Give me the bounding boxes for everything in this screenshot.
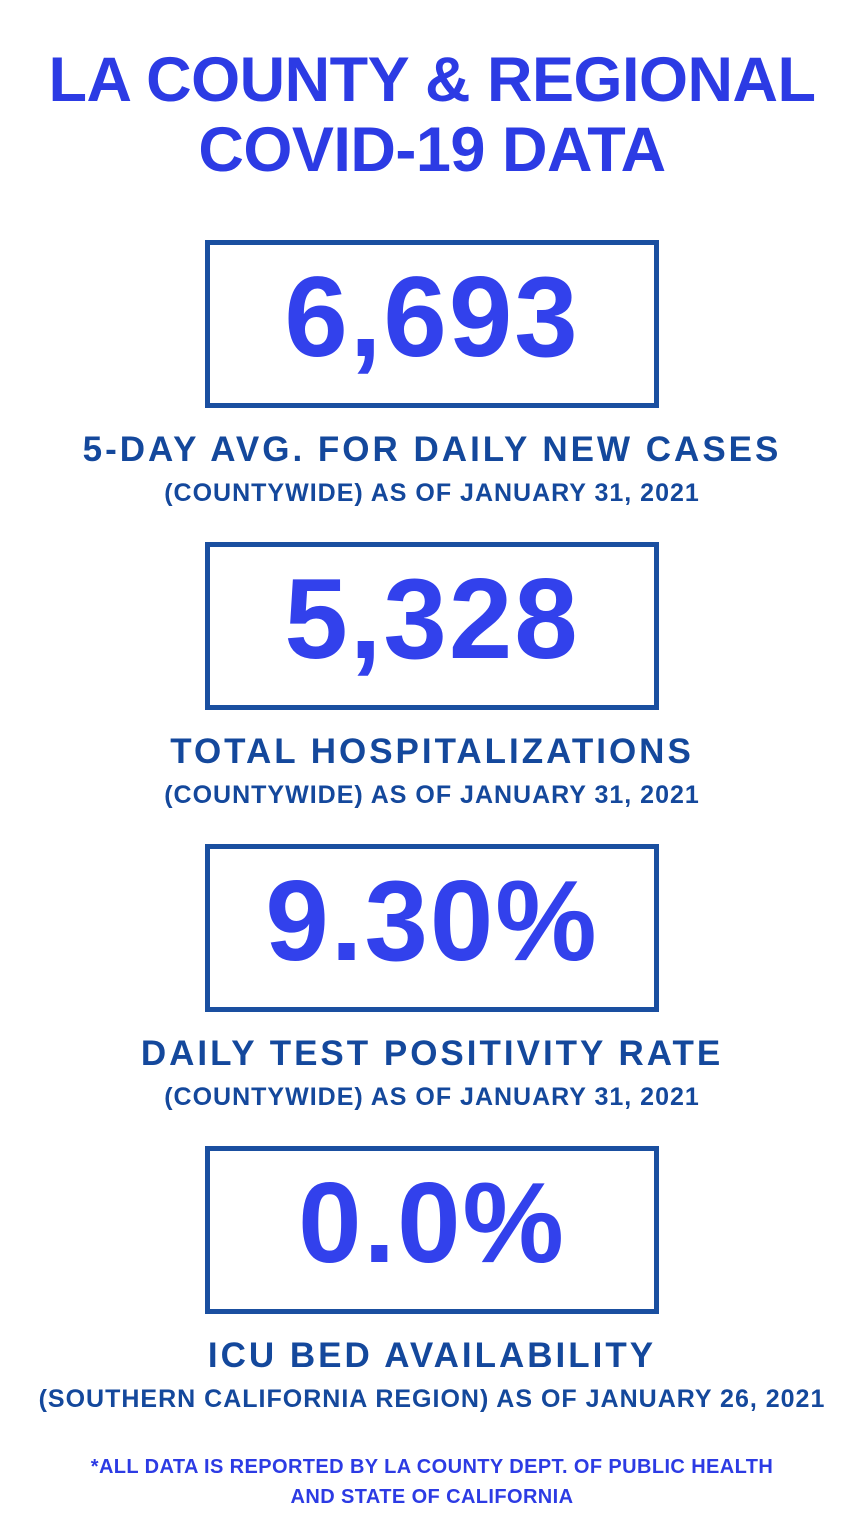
page-title: LA COUNTY & REGIONAL COVID-19 DATA — [0, 0, 864, 186]
stat-test-positivity-rate-box: 9.30% — [205, 843, 659, 1012]
stat-daily-new-cases-value: 6,693 — [284, 253, 580, 381]
stat-test-positivity-rate: 9.30% DAILY TEST POSITIVITY RATE (COUNTY… — [0, 843, 864, 1146]
stat-total-hospitalizations-label: TOTAL HOSPITALIZATIONS — [170, 731, 694, 771]
stat-total-hospitalizations: 5,328 TOTAL HOSPITALIZATIONS (COUNTYWIDE… — [0, 541, 864, 844]
stat-daily-new-cases-sublabel: (COUNTYWIDE) AS OF JANUARY 31, 2021 — [164, 479, 700, 508]
stat-total-hospitalizations-sublabel: (COUNTYWIDE) AS OF JANUARY 31, 2021 — [164, 781, 700, 810]
page-title-line-2: COVID-19 DATA — [198, 114, 666, 185]
stat-icu-bed-availability-label: ICU BED AVAILABILITY — [207, 1335, 657, 1375]
stat-daily-new-cases-label: 5-DAY AVG. FOR DAILY NEW CASES — [82, 429, 782, 469]
data-source-footnote: *ALL DATA IS REPORTED BY LA COUNTY DEPT.… — [0, 1452, 864, 1512]
data-source-footnote-line-1: *ALL DATA IS REPORTED BY LA COUNTY DEPT.… — [90, 1455, 774, 1478]
data-source-footnote-line-2: AND STATE OF CALIFORNIA — [290, 1485, 574, 1508]
stat-total-hospitalizations-value: 5,328 — [284, 555, 580, 683]
stat-test-positivity-rate-value: 9.30% — [265, 857, 599, 985]
stat-daily-new-cases: 6,693 5-DAY AVG. FOR DAILY NEW CASES (CO… — [0, 239, 864, 542]
stat-icu-bed-availability-box: 0.0% — [205, 1145, 659, 1314]
stat-test-positivity-rate-label: DAILY TEST POSITIVITY RATE — [140, 1033, 724, 1073]
stat-icu-bed-availability: 0.0% ICU BED AVAILABILITY (SOUTHERN CALI… — [0, 1145, 864, 1448]
stat-daily-new-cases-box: 6,693 — [205, 239, 659, 408]
stat-total-hospitalizations-box: 5,328 — [205, 541, 659, 710]
stat-icu-bed-availability-sublabel: (SOUTHERN CALIFORNIA REGION) AS OF JANUA… — [38, 1385, 826, 1414]
page-title-line-1: LA COUNTY & REGIONAL — [48, 45, 816, 115]
stat-icu-bed-availability-value: 0.0% — [298, 1159, 566, 1287]
stat-test-positivity-rate-sublabel: (COUNTYWIDE) AS OF JANUARY 31, 2021 — [164, 1083, 700, 1112]
